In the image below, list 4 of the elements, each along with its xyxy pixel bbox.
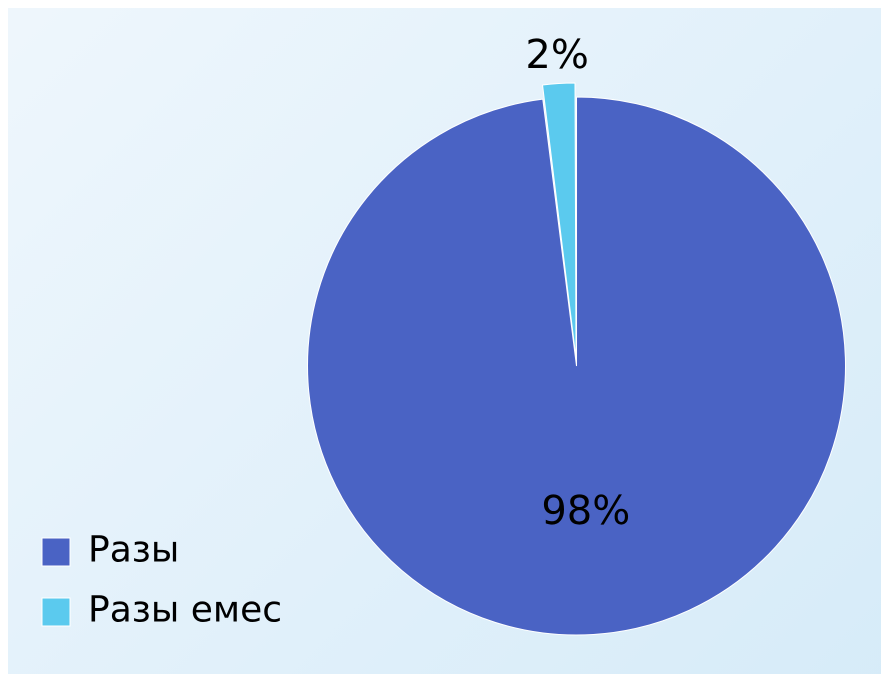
legend-label: Разы <box>88 529 180 570</box>
data-label: 98% <box>541 488 630 534</box>
data-label: 2% <box>525 32 589 78</box>
legend-label: Разы емес <box>88 589 282 630</box>
